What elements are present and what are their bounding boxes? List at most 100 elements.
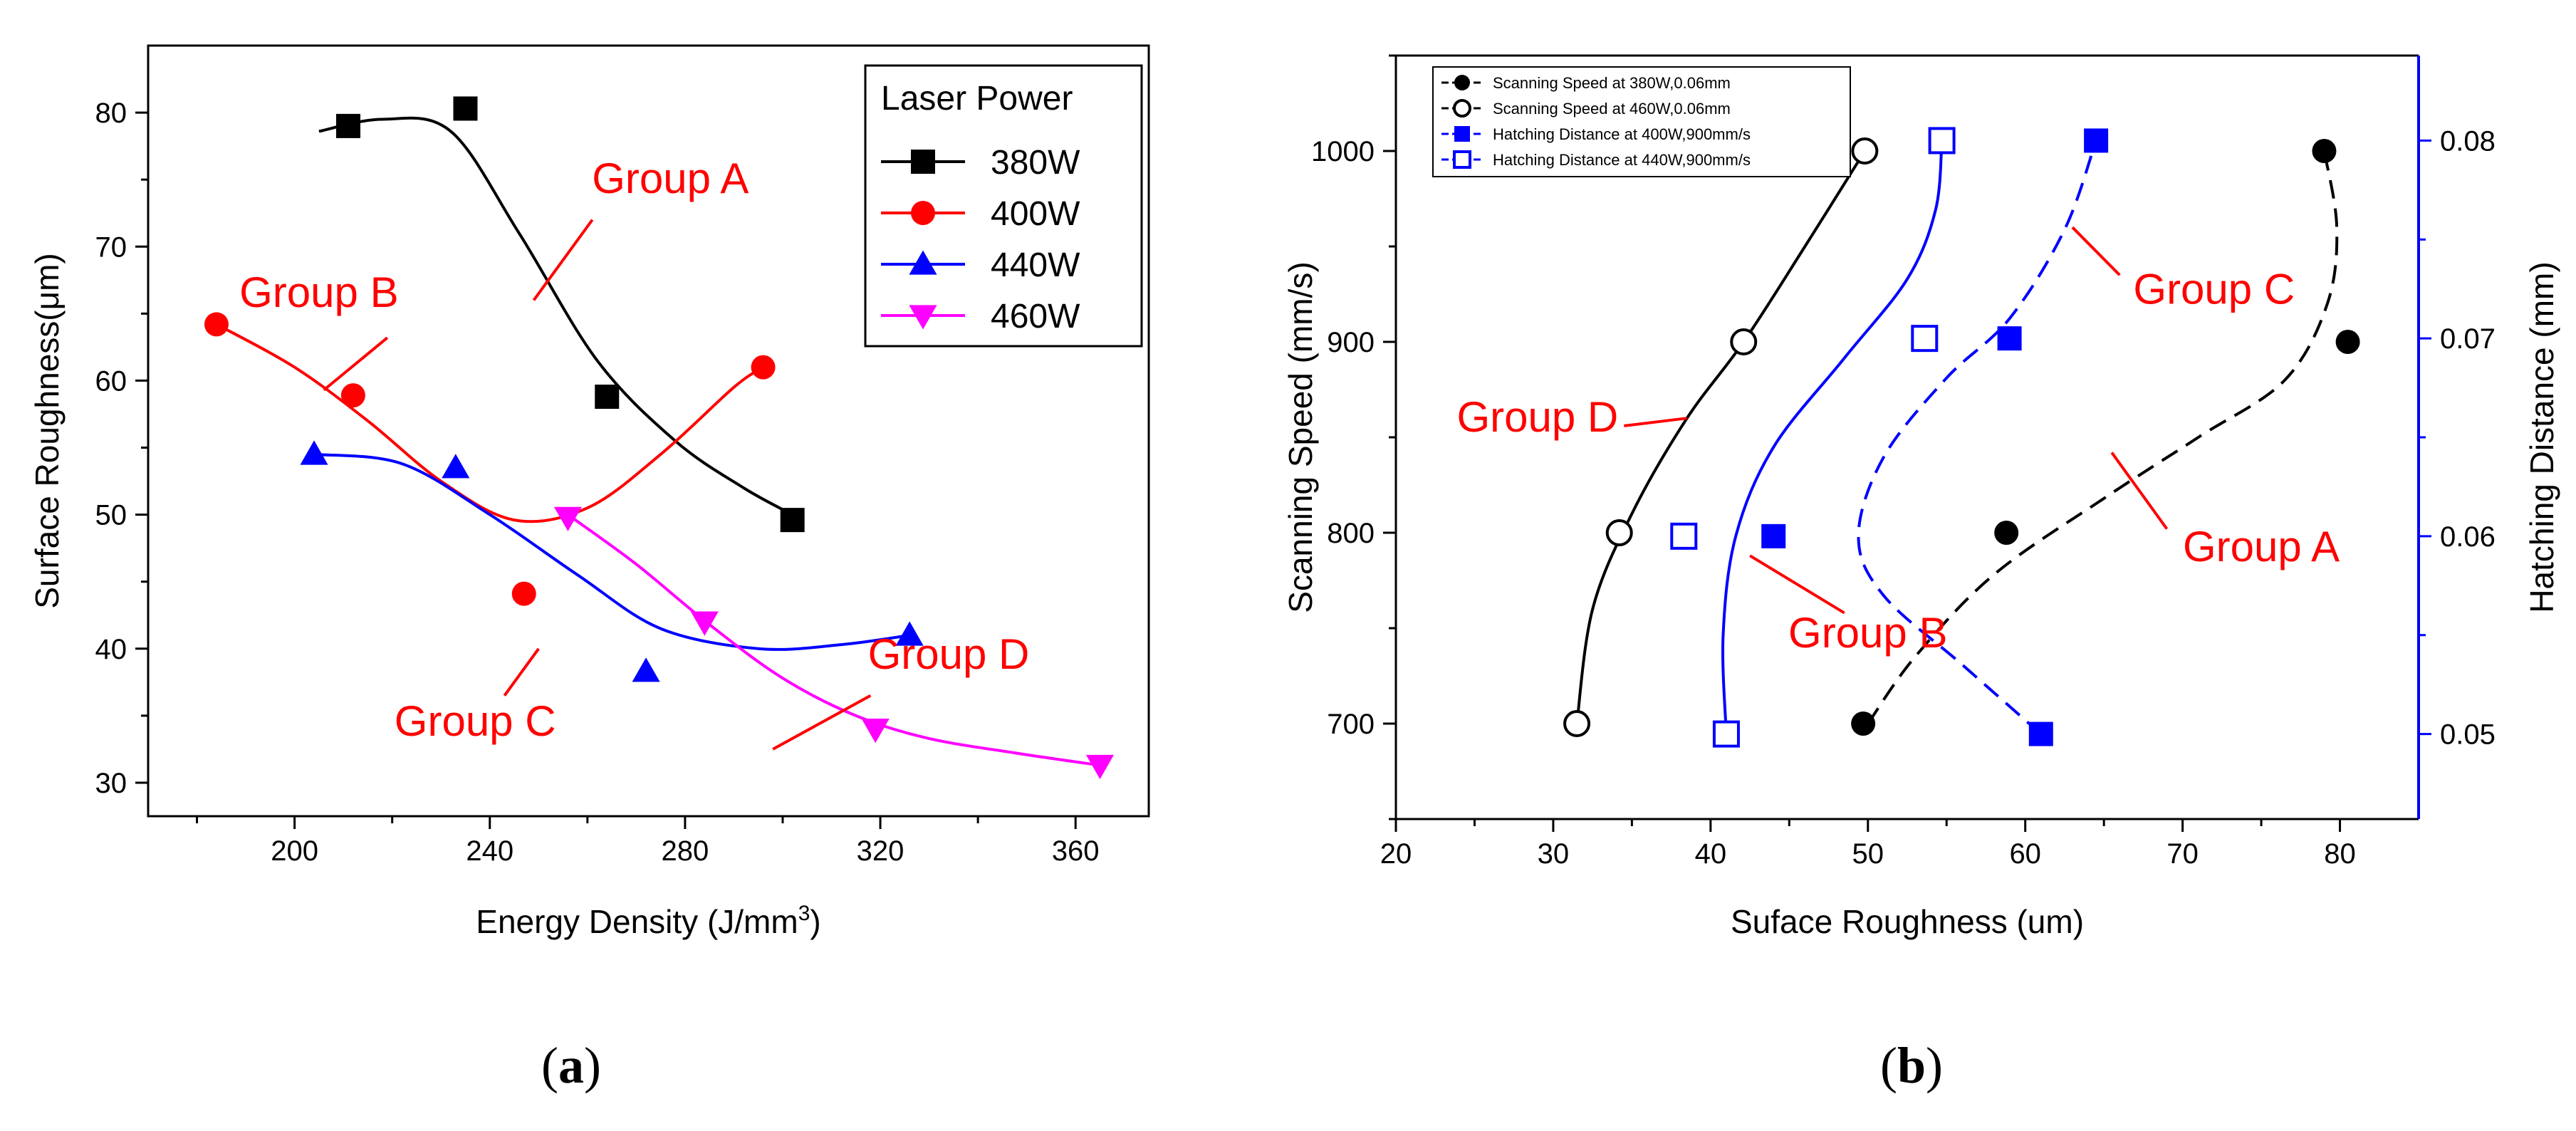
chart-b-xtick-label: 30 [1538,838,1570,870]
chart-b-y2tick-label: 0.08 [2440,125,2496,157]
chart-b-ytick-label: 800 [1327,518,1375,549]
chart-a-annotation: Group A [592,155,749,202]
chart-b-fit-line [1857,140,2097,736]
chart-a-point-460W [1085,754,1115,780]
chart-a-legend-title: Laser Power [881,80,1073,118]
chart-b-xtick-label: 40 [1695,838,1727,870]
chart-b-legend-marker [1453,150,1471,169]
chart-a-ytick-label: 60 [95,365,127,397]
chart-a-ytick-label: 80 [95,98,127,129]
chart-a-fit-line-440W [313,452,910,651]
chart-b-legend-marker [1454,126,1470,142]
chart-b-point [1730,328,1758,355]
chart-a: 200 240 280 320 360 30 40 50 60 70 80 Energy Densit… [28,44,1150,940]
chart-b-point [1712,720,1740,748]
chart-b-legend: Scanning Speed at 380W,0.06mm Scanning Sp… [1432,66,1851,177]
chart-a-point-400W [340,383,365,408]
chart-a-ylabel: Surface Roughness(μm) [28,253,66,609]
chart-b-y2tick-label: 0.06 [2440,521,2496,553]
chart-b-point [1851,712,1876,736]
chart-b-point [1605,519,1633,546]
chart-a-xtick-label: 320 [857,835,904,867]
chart-b-legend-box [1432,66,1851,177]
chart-a-legend: Laser Power 380W 400W 440W 460W [864,64,1143,348]
chart-a-point-440W [300,440,328,465]
caption-a: (a) [541,1037,601,1094]
chart-a-point-380W [336,113,360,138]
chart-b-xtick-label: 50 [1852,838,1884,870]
chart-a-point-380W [453,96,478,121]
chart-b-point [1670,522,1698,550]
chart-b-fit-line [1721,140,1944,734]
chart-a-xtick-label: 280 [662,835,709,867]
chart-a-legend-label: 460W [991,298,1080,335]
chart-b-point [1911,325,1939,353]
chart-b-xtick-label: 70 [2166,838,2199,870]
chart-b-annotation: Group A [2183,523,2340,570]
chart-b-ytick-label: 900 [1327,327,1375,358]
chart-a-point-440W [632,657,660,682]
chart-a-fit-line-460W [567,513,1100,767]
chart-a-legend-label: 400W [991,195,1080,233]
chart-a-series-400W [204,312,776,606]
chart-b-xtick-label: 80 [2324,838,2356,870]
chart-b-annotation: Group B [1788,609,1947,657]
chart-b-fit-line [1867,150,2339,725]
chart-a-annotation: Group D [868,630,1030,678]
chart-b-point [2028,721,2053,746]
chart-b-ylabel: Scanning Speed (mm/s) [1282,261,1319,613]
chart-b-point [1928,127,1956,155]
chart-a-point-400W [751,355,776,380]
chart-b-point [1994,521,2019,545]
chart-b-annotation: Group C [2133,265,2295,313]
chart-b-annotation-leader [1749,554,1845,615]
chart-a-point-380W [595,385,620,410]
chart-a-annotation-leader [323,336,389,392]
chart-b-legend-label: Hatching Distance at 400W,900mm/s [1493,125,1751,143]
chart-b-annotation-leader [1624,417,1687,427]
chart-a-legend-label: 380W [991,144,1080,182]
chart-a-legend-marker [909,250,937,275]
chart-a-point-460W [690,611,719,636]
chart-b-ytick-label: 700 [1327,709,1375,740]
chart-a-legend-box [864,64,1143,348]
chart-a-xlabel: Energy Density (J/mm3) [476,902,820,940]
chart-a-series-440W [300,440,924,682]
chart-a-series-460W [553,506,1115,780]
chart-b-annotation-leader [2110,452,2169,530]
chart-a-fit-line-400W [216,323,764,523]
chart-b-series [1761,128,2109,746]
caption-b: (b) [1880,1037,1944,1094]
chart-a-legend-marker [909,305,937,330]
chart-b-y2tick-label: 0.07 [2440,323,2496,355]
chart-b-legend-marker [1454,75,1470,90]
chart-b-point [2084,128,2109,153]
chart-b-y2label: Hatching Distance (mm) [2523,261,2560,613]
chart-b-annotation: Group D [1456,393,1618,441]
chart-a-point-400W [511,581,536,606]
chart-b-point [1563,710,1591,737]
chart-a-point-440W [442,454,470,479]
chart-a-legend-label: 440W [991,246,1080,284]
chart-a-ytick-label: 70 [95,231,127,263]
chart-b-xtick-label: 60 [2009,838,2041,870]
chart-b-legend-label: Scanning Speed at 460W,0.06mm [1493,100,1731,118]
chart-b-series [1670,127,1956,748]
chart-b-point [1851,137,1879,165]
chart-a-legend-marker [911,201,935,225]
chart-b-legend-label: Hatching Distance at 440W,900mm/s [1493,151,1751,169]
chart-b-y2tick-label: 0.05 [2440,719,2496,751]
chart-a-ytick-label: 50 [95,500,127,531]
chart-a-ytick-label: 30 [95,768,127,799]
chart-a-annotation-leader [503,647,540,697]
chart-a-point-400W [204,312,229,337]
chart-a-xtick-label: 240 [466,835,513,867]
chart-a-xtick-label: 200 [271,835,318,867]
chart-b-legend-label: Scanning Speed at 380W,0.06mm [1493,74,1731,92]
chart-b-point [1761,523,1786,548]
chart-b-point [1997,326,2022,351]
chart-a-point-380W [780,508,805,533]
chart-a-point-460W [553,506,582,531]
chart-a-legend-marker [911,150,935,174]
chart-a-fit-line-380W [318,116,793,516]
